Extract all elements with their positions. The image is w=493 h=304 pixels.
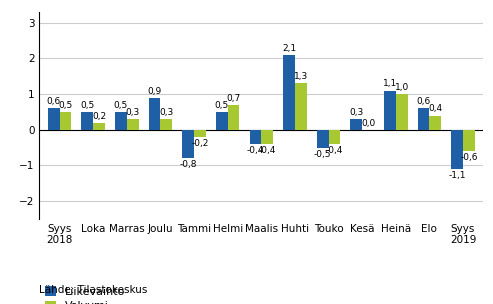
Bar xyxy=(396,94,408,130)
Text: 1,3: 1,3 xyxy=(294,72,308,81)
Bar xyxy=(384,91,396,130)
Text: 0,3: 0,3 xyxy=(349,108,363,117)
Text: Lähde: Tilastokeskus: Lähde: Tilastokeskus xyxy=(39,285,148,295)
Bar xyxy=(149,98,160,130)
Bar xyxy=(60,112,71,130)
Bar xyxy=(160,119,172,130)
Text: -0,4: -0,4 xyxy=(326,146,343,155)
Bar xyxy=(317,130,328,148)
Text: 0,2: 0,2 xyxy=(92,112,106,120)
Bar xyxy=(295,83,307,130)
Bar xyxy=(418,109,429,130)
Bar xyxy=(228,105,240,130)
Bar xyxy=(351,119,362,130)
Text: 1,1: 1,1 xyxy=(383,79,397,88)
Text: -0,5: -0,5 xyxy=(314,150,331,159)
Bar xyxy=(283,55,295,130)
Text: 1,0: 1,0 xyxy=(394,83,409,92)
Text: -0,2: -0,2 xyxy=(191,139,209,148)
Text: 2,1: 2,1 xyxy=(282,44,296,53)
Bar xyxy=(48,109,60,130)
Bar xyxy=(328,130,340,144)
Bar xyxy=(93,123,105,130)
Legend: Liikevaihto, Volyymi: Liikevaihto, Volyymi xyxy=(45,286,125,304)
Text: 0,9: 0,9 xyxy=(147,87,162,95)
Text: 0,5: 0,5 xyxy=(114,101,128,110)
Text: -0,4: -0,4 xyxy=(246,146,264,155)
Bar xyxy=(216,112,228,130)
Text: 0,3: 0,3 xyxy=(126,108,140,117)
Text: 0,6: 0,6 xyxy=(47,97,61,106)
Text: -0,4: -0,4 xyxy=(258,146,276,155)
Text: 0,5: 0,5 xyxy=(58,101,72,110)
Text: 0,7: 0,7 xyxy=(226,94,241,103)
Text: 0,0: 0,0 xyxy=(361,119,375,128)
Bar xyxy=(194,130,206,137)
Bar xyxy=(463,130,475,151)
Text: 0,3: 0,3 xyxy=(159,108,174,117)
Bar xyxy=(249,130,261,144)
Bar xyxy=(451,130,463,169)
Text: -0,8: -0,8 xyxy=(179,161,197,169)
Bar xyxy=(261,130,273,144)
Text: 0,5: 0,5 xyxy=(80,101,95,110)
Text: 0,4: 0,4 xyxy=(428,104,442,113)
Bar xyxy=(81,112,93,130)
Text: 0,6: 0,6 xyxy=(417,97,430,106)
Bar xyxy=(429,116,441,130)
Text: -0,6: -0,6 xyxy=(460,153,478,162)
Text: 0,5: 0,5 xyxy=(214,101,229,110)
Bar xyxy=(115,112,127,130)
Bar xyxy=(182,130,194,158)
Text: -1,1: -1,1 xyxy=(448,171,466,180)
Bar xyxy=(127,119,139,130)
